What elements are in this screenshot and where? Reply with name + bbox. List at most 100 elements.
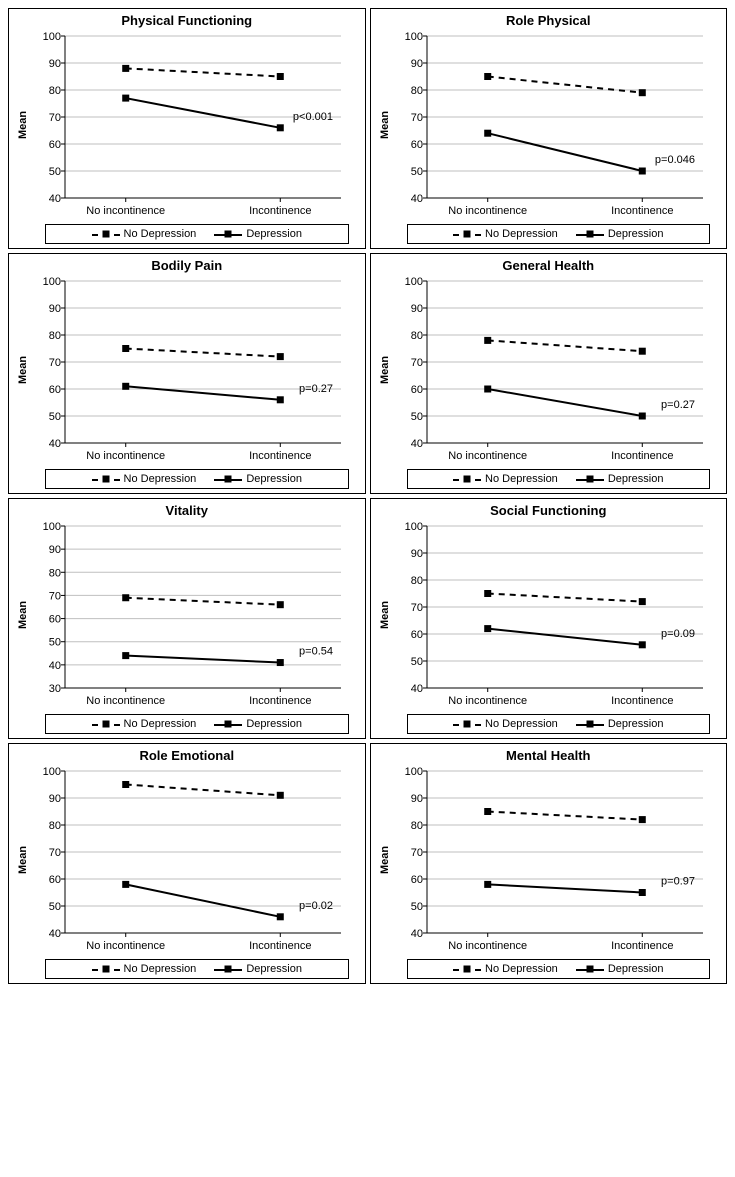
y-axis-label: Mean	[15, 765, 31, 955]
p-value-label: p=0.09	[661, 628, 695, 640]
svg-text:Incontinence: Incontinence	[249, 695, 311, 707]
y-axis-label: Mean	[377, 520, 393, 710]
svg-text:70: 70	[49, 112, 61, 124]
chart-title: Role Physical	[377, 13, 721, 28]
svg-text:Incontinence: Incontinence	[611, 205, 673, 217]
chart-panel: Role EmotionalMean405060708090100No inco…	[8, 743, 366, 984]
p-value-label: p=0.97	[661, 876, 695, 888]
legend-label: No Depression	[124, 718, 197, 730]
p-value-label: p=0.27	[661, 399, 695, 411]
y-axis-label: Mean	[377, 765, 393, 955]
solid-icon	[576, 474, 604, 484]
svg-text:90: 90	[49, 303, 61, 315]
svg-text:100: 100	[43, 766, 61, 778]
dash-icon	[453, 964, 481, 974]
svg-text:70: 70	[49, 357, 61, 369]
chart-title: Mental Health	[377, 748, 721, 763]
svg-text:70: 70	[49, 847, 61, 859]
solid-icon	[576, 964, 604, 974]
legend-item-dep: Depression	[576, 473, 664, 485]
svg-text:No incontinence: No incontinence	[86, 695, 165, 707]
svg-text:50: 50	[410, 656, 422, 668]
dash-icon	[453, 474, 481, 484]
svg-text:90: 90	[410, 793, 422, 805]
chart-title: Vitality	[15, 503, 359, 518]
svg-text:70: 70	[410, 357, 422, 369]
svg-text:80: 80	[49, 820, 61, 832]
chart-plot: 405060708090100No incontinenceIncontinen…	[393, 765, 713, 955]
svg-text:90: 90	[49, 544, 61, 556]
chart-plot: 405060708090100No incontinenceIncontinen…	[393, 30, 713, 220]
svg-text:60: 60	[49, 614, 61, 626]
legend-label: No Depression	[124, 228, 197, 240]
svg-text:90: 90	[49, 793, 61, 805]
svg-text:100: 100	[43, 276, 61, 288]
svg-text:Incontinence: Incontinence	[611, 695, 673, 707]
legend-item-dep: Depression	[214, 718, 302, 730]
p-value-label: p=0.02	[299, 900, 333, 912]
svg-text:50: 50	[410, 411, 422, 423]
legend-item-nodep: No Depression	[453, 228, 558, 240]
chart-legend: No DepressionDepression	[407, 469, 711, 489]
legend-item-dep: Depression	[576, 963, 664, 975]
chart-title: Physical Functioning	[15, 13, 359, 28]
svg-text:60: 60	[410, 629, 422, 641]
svg-text:No incontinence: No incontinence	[448, 450, 527, 462]
svg-text:40: 40	[49, 928, 61, 940]
legend-label: Depression	[608, 228, 664, 240]
legend-item-dep: Depression	[214, 963, 302, 975]
legend-label: No Depression	[485, 228, 558, 240]
svg-text:40: 40	[49, 660, 61, 672]
legend-label: Depression	[608, 718, 664, 730]
svg-text:40: 40	[410, 928, 422, 940]
dash-icon	[92, 229, 120, 239]
solid-icon	[214, 964, 242, 974]
svg-text:70: 70	[410, 847, 422, 859]
dash-icon	[92, 964, 120, 974]
chart-title: Social Functioning	[377, 503, 721, 518]
svg-text:Incontinence: Incontinence	[611, 450, 673, 462]
y-axis-label: Mean	[377, 30, 393, 220]
chart-legend: No Depression Depression	[407, 959, 711, 979]
svg-text:80: 80	[49, 330, 61, 342]
legend-label: Depression	[246, 228, 302, 240]
solid-icon	[214, 474, 242, 484]
svg-text:No incontinence: No incontinence	[86, 205, 165, 217]
svg-text:40: 40	[410, 683, 422, 695]
svg-text:90: 90	[410, 303, 422, 315]
y-axis-label: Mean	[15, 520, 31, 710]
chart-plot: 405060708090100No incontinenceIncontinen…	[393, 275, 713, 465]
chart-title: Bodily Pain	[15, 258, 359, 273]
svg-text:50: 50	[49, 166, 61, 178]
svg-text:Incontinence: Incontinence	[611, 940, 673, 952]
svg-text:50: 50	[49, 637, 61, 649]
svg-text:50: 50	[410, 166, 422, 178]
svg-text:100: 100	[43, 521, 61, 533]
p-value-label: p=0.54	[299, 646, 333, 658]
legend-label: Depression	[608, 963, 664, 975]
legend-label: No Depression	[485, 718, 558, 730]
svg-text:70: 70	[410, 602, 422, 614]
svg-text:30: 30	[49, 683, 61, 695]
legend-item-dep: Depression	[214, 228, 302, 240]
svg-text:No incontinence: No incontinence	[86, 940, 165, 952]
chart-legend: No Depression Depression	[45, 224, 349, 244]
svg-text:Incontinence: Incontinence	[249, 940, 311, 952]
svg-text:100: 100	[404, 276, 422, 288]
legend-item-nodep: No Depression	[453, 718, 558, 730]
svg-text:60: 60	[410, 139, 422, 151]
svg-text:No incontinence: No incontinence	[448, 940, 527, 952]
svg-text:70: 70	[410, 112, 422, 124]
svg-text:100: 100	[43, 31, 61, 43]
svg-text:40: 40	[49, 438, 61, 450]
legend-item-nodep: No Depression	[453, 963, 558, 975]
legend-label: No Depression	[485, 963, 558, 975]
svg-text:80: 80	[410, 85, 422, 97]
chart-plot: 405060708090100No incontinenceIncontinen…	[31, 30, 351, 220]
svg-text:90: 90	[49, 58, 61, 70]
chart-panel: Bodily PainMean405060708090100No inconti…	[8, 253, 366, 494]
dash-icon	[92, 474, 120, 484]
svg-text:60: 60	[410, 384, 422, 396]
chart-grid: Physical FunctioningMean405060708090100N…	[8, 8, 727, 984]
chart-legend: No Depression Depression	[407, 224, 711, 244]
